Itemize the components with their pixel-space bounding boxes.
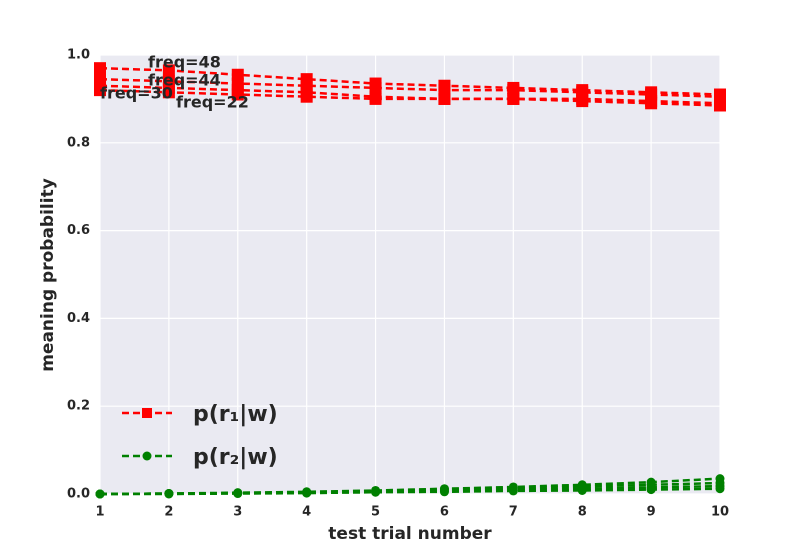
x-tick-label: 6 (440, 505, 449, 520)
marker (233, 489, 243, 499)
legend-marker (142, 451, 152, 461)
x-tick-label: 8 (578, 505, 587, 520)
marker (646, 485, 656, 495)
x-tick-label: 10 (711, 505, 729, 520)
series-line (100, 487, 721, 496)
marker (438, 92, 451, 105)
marker (576, 95, 589, 108)
series-line (99, 77, 721, 98)
marker (507, 92, 520, 105)
annotation: freq=44 (148, 71, 221, 90)
marker (369, 92, 382, 105)
marker (300, 90, 313, 103)
marker (94, 84, 106, 97)
plot-background (100, 55, 720, 494)
y-tick-label: 0.0 (67, 487, 90, 502)
marker (645, 97, 658, 110)
marker (577, 485, 587, 495)
marker (162, 86, 175, 99)
y-tick-label: 0.2 (67, 399, 90, 414)
marker (714, 99, 726, 112)
marker (164, 489, 174, 499)
x-axis-label: test trial number (328, 524, 492, 544)
y-axis-label: meaning probability (38, 178, 58, 372)
legend-label: p(r₁|w) (193, 402, 278, 427)
legend-marker (142, 408, 152, 418)
x-tick-label: 2 (164, 505, 173, 520)
marker (95, 489, 105, 499)
x-tick-label: 1 (95, 505, 104, 520)
x-tick-label: 7 (509, 505, 518, 520)
y-tick-label: 0.4 (67, 311, 90, 326)
marker (715, 484, 725, 494)
annotation: freq=30 (100, 84, 173, 103)
series-line (99, 66, 721, 96)
marker (231, 88, 244, 101)
series-line (99, 88, 721, 107)
y-tick-label: 0.6 (67, 223, 90, 238)
marker (162, 64, 175, 77)
annotation: freq=22 (176, 93, 249, 112)
marker (94, 62, 106, 75)
x-tick-label: 9 (647, 505, 656, 520)
marker (508, 486, 518, 496)
marker (439, 487, 449, 497)
y-tick-label: 0.8 (67, 135, 90, 150)
y-tick-label: 1.0 (67, 48, 90, 63)
legend-label: p(r₂|w) (193, 445, 278, 470)
x-tick-label: 3 (233, 505, 242, 520)
marker (302, 488, 312, 498)
x-tick-label: 4 (302, 505, 311, 520)
annotation: freq=48 (148, 53, 221, 72)
marker (371, 487, 381, 497)
x-tick-label: 5 (371, 505, 380, 520)
